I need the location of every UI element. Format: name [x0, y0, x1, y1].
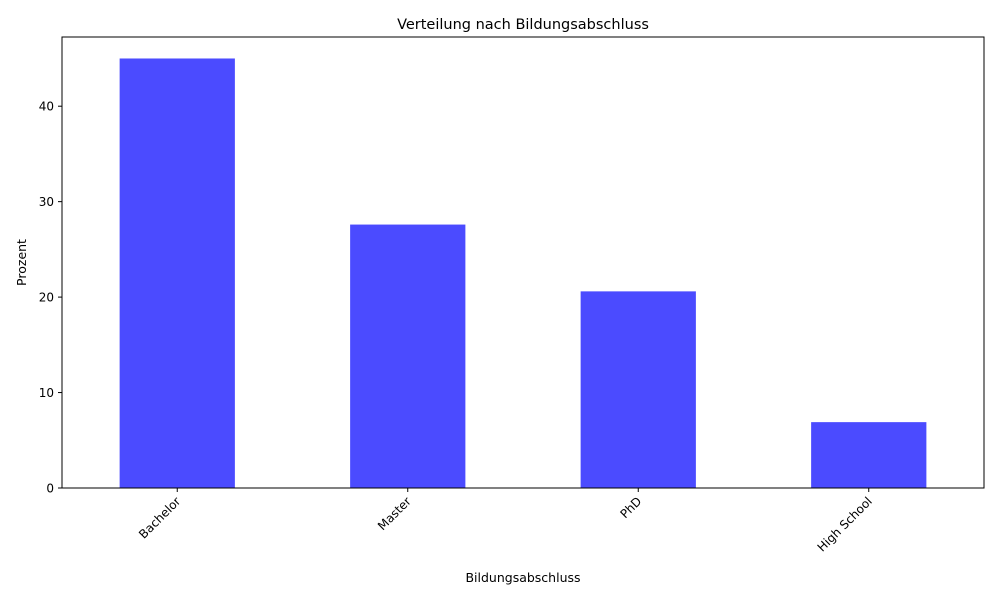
x-tick-label: Bachelor: [136, 494, 183, 541]
y-tick-label: 40: [39, 100, 54, 114]
bar-bachelor: [119, 58, 235, 488]
y-tick-label: 0: [46, 482, 54, 496]
y-axis-label: Prozent: [14, 239, 29, 286]
bar-phd: [580, 291, 696, 488]
bar-master: [350, 224, 466, 488]
x-axis-label: Bildungsabschluss: [465, 570, 580, 585]
y-tick-label: 30: [39, 195, 54, 209]
plot-frame: [61, 36, 985, 489]
bars-group: [119, 58, 927, 488]
x-tick-label: High School: [815, 494, 875, 554]
x-tick-label: PhD: [617, 494, 644, 521]
x-axis: Bachelor Master PhD High School: [136, 488, 875, 554]
y-tick-label: 10: [39, 386, 54, 400]
chart-title: Verteilung nach Bildungsabschluss: [397, 17, 649, 33]
bar-high-school: [811, 422, 927, 488]
y-tick-label: 20: [39, 291, 54, 305]
x-tick-label: Master: [375, 494, 414, 533]
y-axis: 0 10 20 30 40: [39, 100, 62, 496]
